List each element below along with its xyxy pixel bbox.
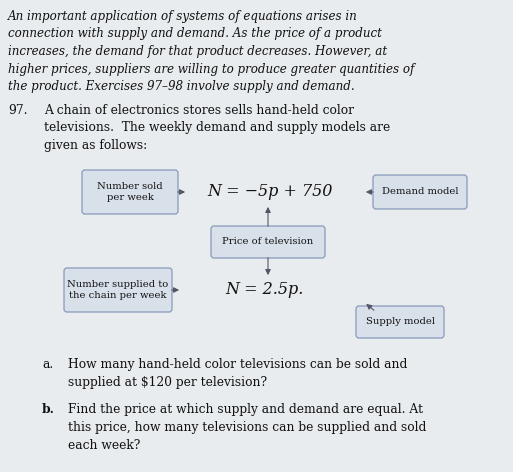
FancyBboxPatch shape	[64, 268, 172, 312]
FancyBboxPatch shape	[211, 226, 325, 258]
Text: A chain of electronics stores sells hand-held color: A chain of electronics stores sells hand…	[44, 103, 354, 117]
Text: Price of television: Price of television	[222, 237, 313, 246]
FancyBboxPatch shape	[373, 175, 467, 209]
Text: Supply model: Supply model	[365, 318, 435, 327]
Text: increases, the demand for that product decreases. However, at: increases, the demand for that product d…	[8, 45, 387, 58]
Text: How many hand-held color televisions can be sold and
supplied at $120 per televi: How many hand-held color televisions can…	[68, 358, 407, 389]
Text: higher prices, suppliers are willing to produce greater quantities of: higher prices, suppliers are willing to …	[8, 62, 415, 76]
Text: Number supplied to
the chain per week: Number supplied to the chain per week	[67, 280, 169, 300]
FancyBboxPatch shape	[356, 306, 444, 338]
Text: N = −5p + 750: N = −5p + 750	[207, 184, 333, 201]
FancyBboxPatch shape	[82, 170, 178, 214]
Text: the product. Exercises 97–98 involve supply and demand.: the product. Exercises 97–98 involve sup…	[8, 80, 354, 93]
Text: An important application of systems of equations arises in: An important application of systems of e…	[8, 10, 358, 23]
Text: given as follows:: given as follows:	[44, 138, 147, 152]
Text: N = 2.5p.: N = 2.5p.	[226, 281, 304, 298]
Text: a.: a.	[42, 358, 53, 371]
Text: Demand model: Demand model	[382, 187, 458, 196]
Text: televisions.  The weekly demand and supply models are: televisions. The weekly demand and suppl…	[44, 121, 390, 134]
Text: Number sold
per week: Number sold per week	[97, 182, 163, 202]
Text: 97.: 97.	[8, 103, 28, 117]
Text: Find the price at which supply and demand are equal. At
this price, how many tel: Find the price at which supply and deman…	[68, 403, 426, 452]
Text: b.: b.	[42, 403, 55, 416]
Text: connection with supply and demand. As the price of a product: connection with supply and demand. As th…	[8, 27, 382, 41]
